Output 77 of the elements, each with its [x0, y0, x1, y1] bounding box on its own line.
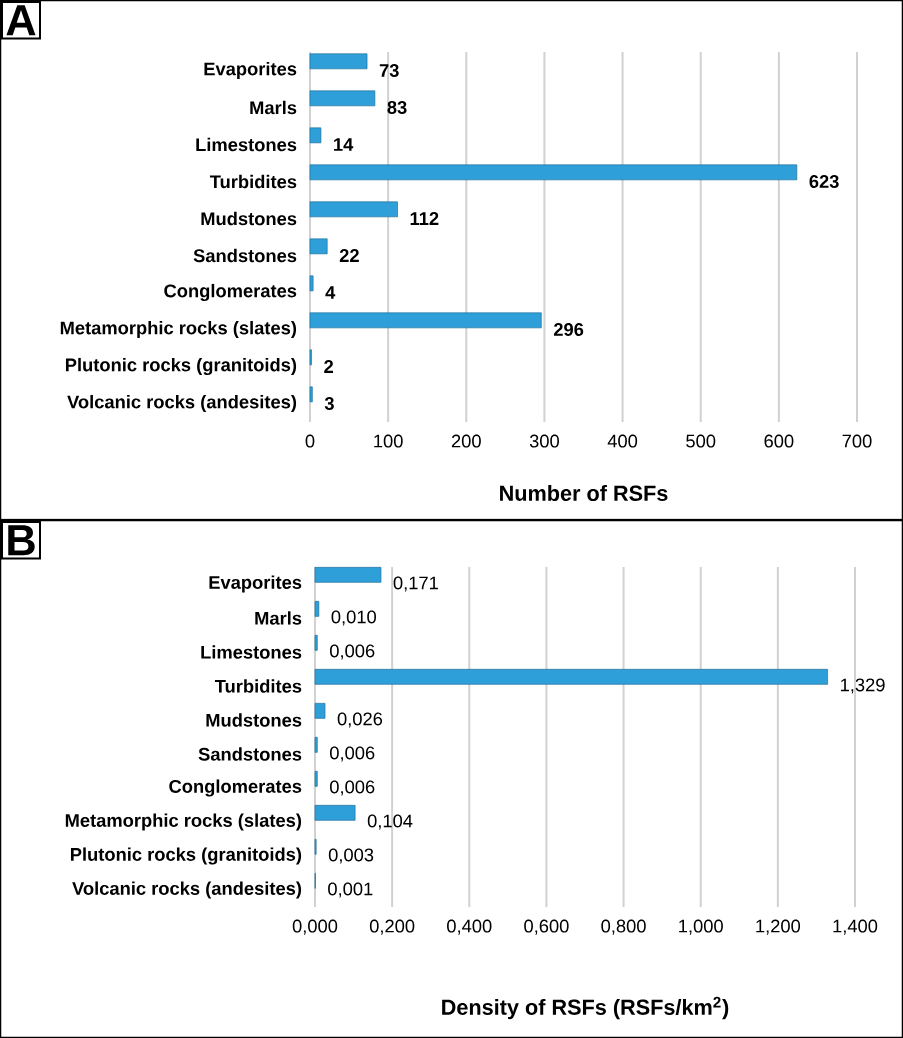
- bar: [309, 127, 322, 144]
- bar: [309, 53, 368, 70]
- data-label: 0,006: [330, 746, 375, 762]
- x-tick-label: 700: [842, 434, 872, 448]
- x-axis-title: Number of RSFs: [500, 485, 668, 501]
- y-tick-label: Sandstones: [198, 747, 302, 761]
- y-tick-label: Evaporites: [209, 575, 302, 593]
- x-tick-label: 0,600: [524, 919, 569, 935]
- bar: [309, 90, 376, 107]
- x-tick-label: 1,400: [833, 919, 878, 935]
- y-tick-label: Marls: [255, 611, 302, 625]
- data-label: 0,006: [330, 780, 375, 796]
- bar: [314, 601, 320, 617]
- y-tick-label: Mudstones: [206, 713, 302, 727]
- data-label: 0,006: [330, 644, 375, 660]
- y-tick-label: Plutonic rocks (granitoids): [70, 847, 302, 865]
- chart-title: B: [8, 525, 35, 556]
- y-tick-label: Sandstones: [193, 248, 297, 263]
- data-label: 0,003: [328, 848, 374, 864]
- x-tick-label: 500: [686, 434, 716, 448]
- bar: [309, 386, 313, 403]
- data-label: 22: [339, 249, 359, 262]
- x-tick-label: 400: [607, 434, 638, 448]
- x-tick-label: 600: [764, 434, 794, 448]
- data-label: 623: [809, 175, 839, 188]
- x-tick-label: 0: [305, 434, 315, 448]
- data-label: 0,026: [337, 712, 383, 728]
- data-label: 83: [387, 101, 407, 114]
- y-tick-label: Limestones: [201, 645, 302, 659]
- data-label: 0,104: [367, 814, 413, 830]
- bar: [314, 736, 318, 753]
- y-tick-label: Volcanic rocks (andesites): [72, 881, 302, 899]
- bar: [309, 312, 542, 329]
- bar: [309, 164, 798, 181]
- data-label: 0,010: [331, 610, 376, 626]
- data-label: 4: [325, 286, 336, 299]
- y-tick-label: Evaporites: [204, 61, 297, 80]
- y-tick-label: Plutonic rocks (granitoids): [65, 357, 297, 376]
- x-tick-label: 1,000: [679, 919, 723, 935]
- y-tick-label: Volcanic rocks (andesites): [67, 394, 297, 413]
- data-label: 112: [410, 212, 439, 225]
- chart-title: A: [6, 5, 36, 36]
- x-tick-label: 300: [529, 434, 559, 448]
- y-tick-label: Turbidites: [209, 174, 297, 189]
- data-label: 0,171: [393, 576, 438, 592]
- x-tick-label: 1,200: [756, 919, 801, 935]
- data-label: 1,329: [841, 678, 885, 694]
- x-tick-label: 0,800: [601, 919, 646, 935]
- data-label: 14: [334, 138, 354, 151]
- y-tick-label: Mudstones: [201, 211, 297, 226]
- bar: [309, 201, 398, 218]
- bar: [314, 635, 318, 651]
- data-label: 73: [379, 64, 399, 77]
- data-label: 3: [324, 397, 334, 410]
- x-axis-title: Density of RSFs (RSFs/km$^{2}$): [442, 996, 729, 1020]
- data-label: 2: [324, 360, 334, 373]
- y-tick-label: Turbidites: [214, 679, 302, 693]
- x-tick-label: 200: [451, 434, 481, 448]
- x-tick-label: 100: [374, 434, 403, 448]
- y-tick-label: Conglomerates: [169, 779, 302, 797]
- data-label: 296: [553, 323, 584, 336]
- bar: [314, 702, 326, 719]
- bar: [314, 770, 318, 787]
- bar: [314, 567, 382, 583]
- x-tick-label: 0,200: [369, 919, 415, 935]
- bar: [314, 804, 356, 821]
- bar: [309, 238, 328, 255]
- y-tick-label: Metamorphic rocks (slates): [60, 320, 297, 339]
- y-tick-label: Metamorphic rocks (slates): [65, 813, 302, 831]
- bar: [314, 668, 828, 685]
- y-tick-label: Conglomerates: [164, 283, 297, 302]
- y-tick-label: Marls: [250, 100, 297, 115]
- y-tick-label: Limestones: [196, 137, 297, 152]
- bar: [309, 275, 314, 292]
- data-label: 0,001: [328, 882, 373, 898]
- x-tick-label: 0,400: [447, 919, 492, 935]
- x-tick-label: 0,000: [292, 919, 338, 935]
